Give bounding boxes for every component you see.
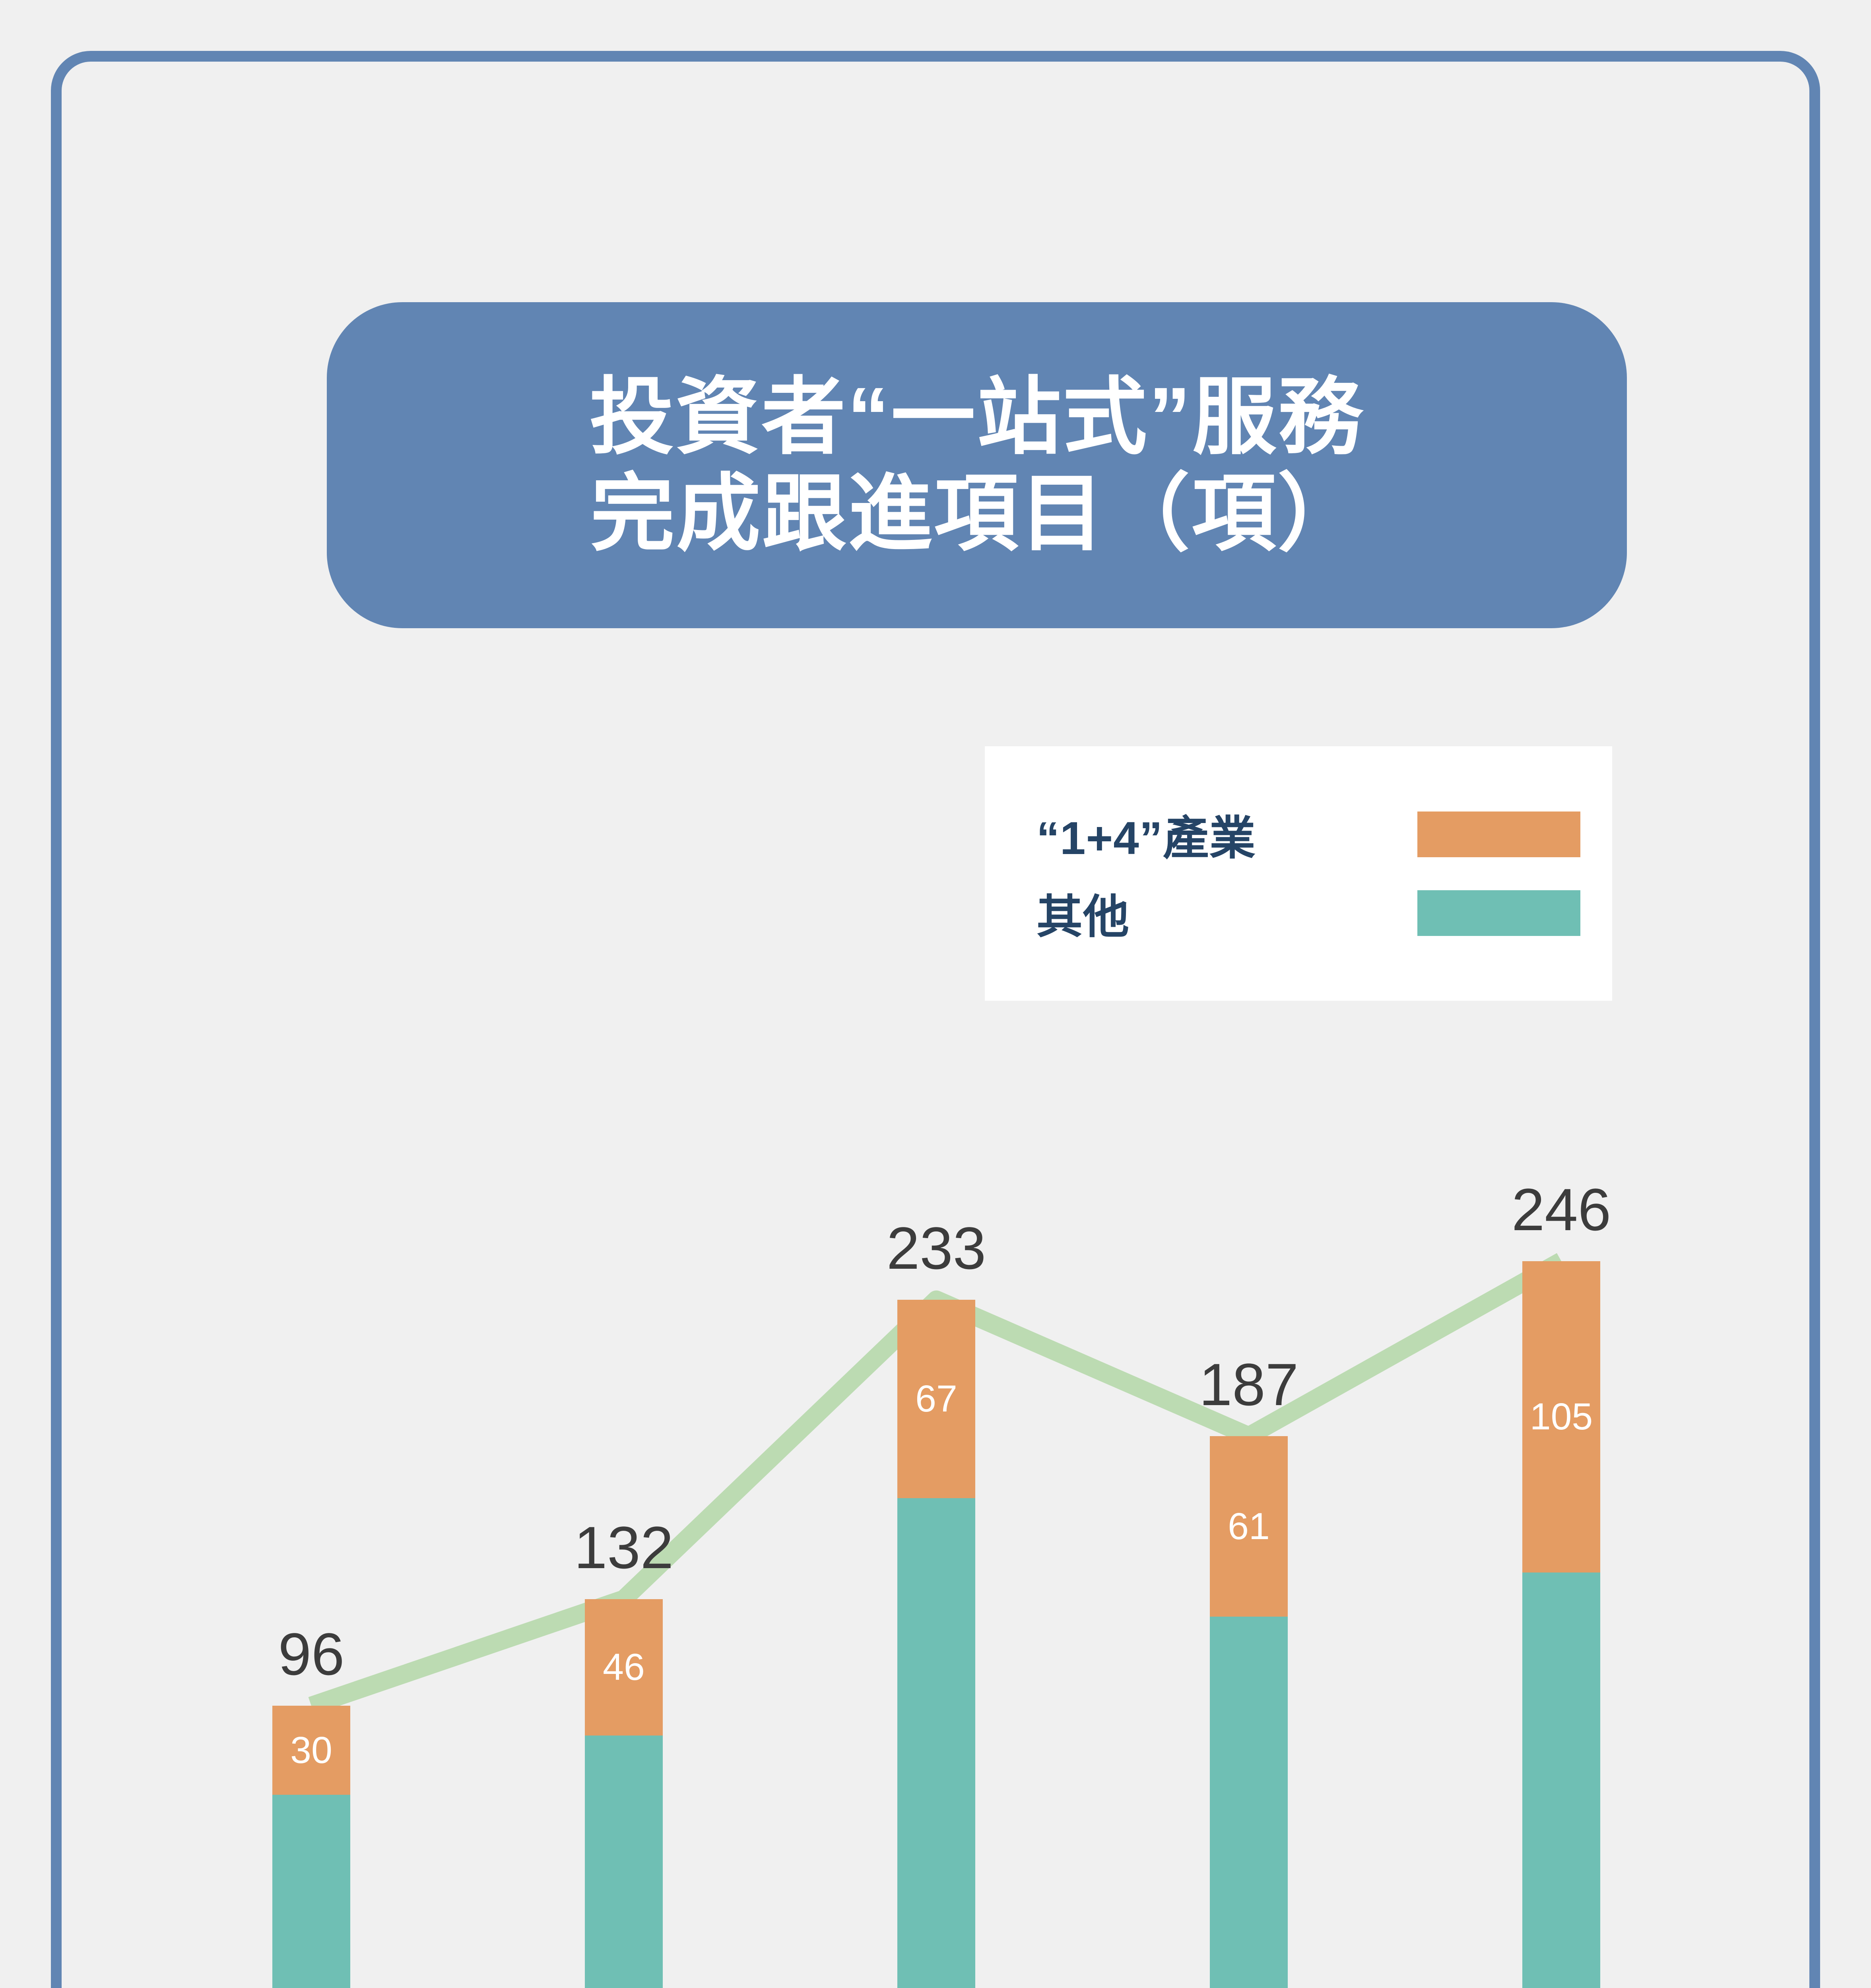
legend-label-other: 其他 bbox=[1036, 891, 1130, 943]
bar-segment-value-2020: 46 bbox=[603, 1646, 645, 1688]
bar-total-label-2019: 96 bbox=[278, 1621, 345, 1688]
bar-group-2019: 30 bbox=[272, 1706, 350, 1988]
bar-segment-value-2021: 67 bbox=[915, 1377, 957, 1420]
bar-segment-other-2020 bbox=[585, 1735, 663, 1988]
bar-group-2020: 46 bbox=[585, 1599, 663, 1988]
bar-segment-main-2023: 105 bbox=[1522, 1261, 1600, 1573]
bar-segment-main-2019: 30 bbox=[272, 1706, 350, 1795]
bar-segment-other-2021 bbox=[897, 1498, 975, 1988]
bar-group-2023: 105 bbox=[1522, 1261, 1600, 1988]
bar-segment-other-2022 bbox=[1210, 1617, 1288, 1988]
bar-total-label-2021: 233 bbox=[886, 1214, 986, 1281]
legend-swatch-other bbox=[1417, 890, 1580, 936]
page-title: 投資者“一站式”服務 完成跟進項目（項） bbox=[327, 302, 1627, 628]
bar-segment-value-2019: 30 bbox=[290, 1729, 332, 1771]
bar-group-2021: 67 bbox=[897, 1299, 975, 1988]
bar-segment-other-2023 bbox=[1522, 1572, 1600, 1988]
page-frame bbox=[51, 51, 1820, 1988]
title-line-2: 完成跟進項目（項） bbox=[590, 466, 1363, 561]
legend-swatch-main bbox=[1417, 811, 1580, 857]
bar-segment-value-2023: 105 bbox=[1529, 1395, 1593, 1438]
bar-total-label-2022: 187 bbox=[1199, 1351, 1299, 1418]
bar-segment-other-2019 bbox=[272, 1794, 350, 1988]
bar-group-2022: 61 bbox=[1210, 1436, 1288, 1988]
chart-legend: “1+4”產業 其他 bbox=[985, 746, 1612, 1001]
title-line-1: 投資者“一站式”服務 bbox=[590, 369, 1364, 464]
legend-item-main: “1+4”產業 bbox=[1036, 804, 1580, 864]
legend-label-main: “1+4”產業 bbox=[1036, 812, 1256, 864]
bar-total-label-2020: 132 bbox=[574, 1514, 674, 1581]
legend-item-other: 其他 bbox=[1036, 883, 1580, 943]
chart-plot-area: 30 96 46 132 67 233 61 187 105 246 bbox=[155, 1074, 1718, 1988]
stacked-bar-chart: 30 96 46 132 67 233 61 187 105 246 bbox=[155, 1074, 1718, 1988]
bar-segment-main-2020: 46 bbox=[585, 1599, 663, 1736]
bar-segment-main-2022: 61 bbox=[1210, 1436, 1288, 1617]
bar-segment-main-2021: 67 bbox=[897, 1299, 975, 1499]
bar-segment-value-2022: 61 bbox=[1228, 1505, 1270, 1547]
bar-total-label-2023: 246 bbox=[1511, 1176, 1611, 1243]
